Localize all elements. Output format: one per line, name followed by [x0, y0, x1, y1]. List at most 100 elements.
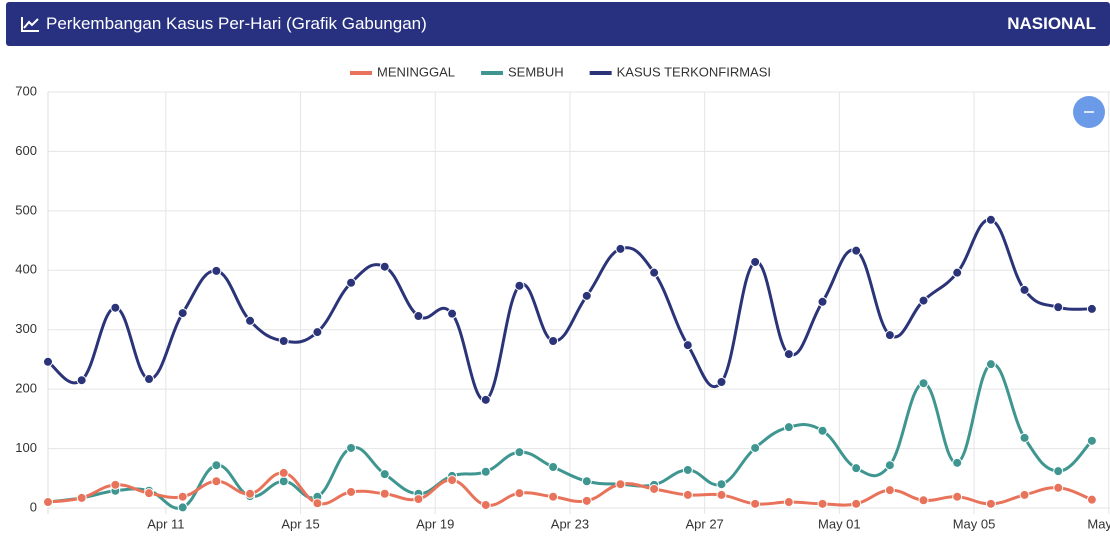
- point: [716, 377, 727, 388]
- point: [817, 498, 828, 509]
- point: [985, 359, 996, 370]
- point: [480, 466, 491, 477]
- point: [548, 491, 559, 502]
- y-tick-label: 500: [15, 202, 37, 217]
- point: [615, 243, 626, 254]
- x-tick-label: Apr 19: [416, 516, 454, 531]
- point: [514, 488, 525, 499]
- point: [851, 245, 862, 256]
- y-tick-label: 0: [30, 499, 37, 514]
- point: [548, 336, 559, 347]
- point: [514, 280, 525, 291]
- point: [817, 296, 828, 307]
- point: [43, 497, 53, 508]
- point: [918, 495, 929, 506]
- point: [278, 467, 289, 478]
- point: [480, 500, 491, 511]
- point: [548, 461, 559, 472]
- y-tick-label: 600: [15, 143, 37, 158]
- x-tick-label: May 05: [953, 516, 996, 531]
- point: [1019, 432, 1030, 443]
- point: [447, 475, 458, 486]
- point: [144, 488, 155, 499]
- point: [379, 488, 390, 499]
- zoom-button[interactable]: [1072, 95, 1106, 129]
- point: [682, 464, 693, 475]
- point: [884, 460, 895, 471]
- point: [884, 485, 895, 496]
- header: Perkembangan Kasus Per-Hari (Grafik Gabu…: [6, 2, 1110, 46]
- point: [379, 469, 390, 480]
- point: [177, 491, 188, 502]
- point: [851, 463, 862, 474]
- point: [952, 267, 963, 278]
- point: [985, 214, 996, 225]
- point: [245, 488, 256, 499]
- point: [413, 311, 424, 322]
- point: [1086, 303, 1097, 314]
- point: [177, 502, 188, 513]
- point: [581, 495, 592, 506]
- point: [278, 336, 289, 347]
- point: [1019, 489, 1030, 500]
- point: [312, 327, 323, 338]
- point: [615, 479, 626, 490]
- point: [952, 491, 963, 502]
- point: [514, 447, 525, 458]
- point: [480, 394, 491, 405]
- y-tick-label: 700: [15, 83, 37, 98]
- header-region: NASIONAL: [1007, 14, 1096, 33]
- point: [682, 489, 693, 500]
- point: [211, 476, 222, 487]
- point: [783, 349, 794, 360]
- point: [918, 378, 929, 389]
- point: [76, 492, 87, 503]
- point: [1086, 494, 1097, 505]
- point: [851, 498, 862, 509]
- y-tick-label: 100: [15, 440, 37, 455]
- point: [245, 315, 256, 326]
- point: [346, 442, 357, 453]
- point: [1019, 284, 1030, 295]
- x-tick-label: May 09: [1087, 516, 1110, 531]
- point: [783, 422, 794, 433]
- point: [144, 374, 155, 385]
- legend-label: SEMBUH: [508, 64, 564, 79]
- y-tick-label: 300: [15, 321, 37, 336]
- point: [649, 483, 660, 494]
- y-tick-label: 200: [15, 381, 37, 396]
- point: [346, 486, 357, 497]
- legend-label: MENINGGAL: [377, 64, 455, 79]
- point: [985, 498, 996, 509]
- point: [750, 256, 761, 267]
- point: [750, 442, 761, 453]
- point: [76, 375, 87, 386]
- point: [649, 267, 660, 278]
- point: [1086, 435, 1097, 446]
- x-tick-label: Apr 27: [685, 516, 723, 531]
- point: [43, 356, 53, 367]
- point: [312, 498, 323, 509]
- point: [581, 476, 592, 487]
- legend-label: KASUS TERKONFIRMASI: [617, 64, 771, 79]
- x-tick-label: Apr 23: [551, 516, 589, 531]
- point: [783, 497, 794, 508]
- point: [346, 277, 357, 288]
- y-tick-label: 400: [15, 262, 37, 277]
- point: [413, 494, 424, 505]
- point: [1053, 302, 1064, 313]
- point: [817, 425, 828, 436]
- x-tick-label: Apr 11: [147, 516, 184, 531]
- point: [211, 265, 222, 276]
- point: [750, 498, 761, 509]
- point: [581, 290, 592, 301]
- x-tick-label: Apr 15: [281, 516, 319, 531]
- point: [278, 476, 289, 487]
- header-title: Perkembangan Kasus Per-Hari (Grafik Gabu…: [46, 14, 427, 33]
- point: [716, 479, 727, 490]
- point: [110, 302, 121, 313]
- point: [379, 261, 390, 272]
- point: [177, 308, 188, 319]
